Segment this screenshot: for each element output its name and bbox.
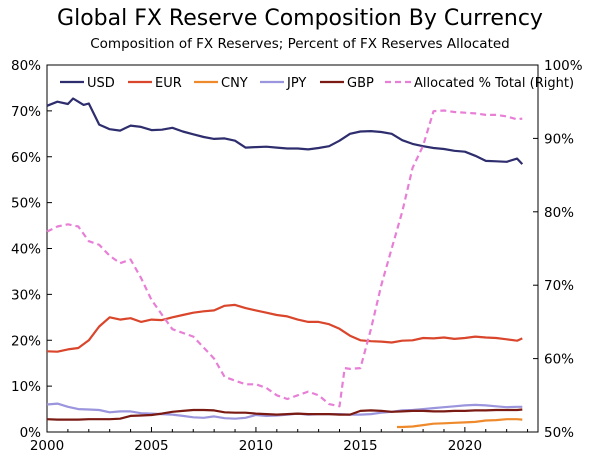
y-right-tick-label: 60%	[544, 352, 574, 368]
y-left-tick-label: 80%	[11, 58, 41, 74]
series-layer	[46, 97, 524, 429]
legend-label: USD	[87, 76, 115, 91]
plot-area	[46, 64, 539, 433]
series-line-gbp	[46, 408, 523, 421]
legend-label: JPY	[286, 76, 306, 91]
series-line-cny	[397, 418, 523, 429]
axes-layer: 2000 2005 2010 2015 2020 0% 10% 20% 30% 40% 50% 60%…	[11, 58, 583, 454]
legend: USD EUR CNY JPY GBP Allocated % Total (Right)	[60, 76, 574, 91]
y-left-tick-label: 30%	[11, 287, 41, 303]
y-left-tick-label: 10%	[11, 379, 41, 395]
x-tick-label: 2000	[30, 438, 64, 454]
x-tick-label: 2015	[343, 438, 377, 454]
y-left-tick-label: 60%	[11, 150, 41, 166]
y-right-tick-label: 100%	[544, 58, 583, 74]
legend-label: EUR	[155, 76, 182, 91]
y-left-tick-label: 20%	[11, 333, 41, 349]
x-tick-label: 2020	[448, 438, 482, 454]
y-right-tick-label: 90%	[544, 131, 574, 147]
x-tick-label: 2010	[239, 438, 273, 454]
chart-title: Global FX Reserve Composition By Currenc…	[57, 6, 543, 31]
series-line-usd	[46, 97, 524, 165]
y-right-tick-label: 70%	[544, 278, 574, 294]
series-line-allocated-total-right	[46, 109, 523, 408]
y-left-tick-label: 40%	[11, 242, 41, 258]
y-left-tick-label: 50%	[11, 196, 41, 212]
legend-label: Allocated % Total (Right)	[414, 76, 574, 91]
chart-subtitle: Composition of FX Reserves; Percent of F…	[90, 36, 510, 52]
legend-label: GBP	[347, 76, 374, 91]
y-left-tick-label: 0%	[20, 425, 42, 441]
y-right-tick-label: 50%	[544, 425, 574, 441]
legend-label: CNY	[221, 76, 248, 91]
series-line-eur	[46, 303, 523, 353]
y-right-tick-label: 80%	[544, 205, 574, 221]
x-tick-label: 2005	[134, 438, 168, 454]
plot-frame	[46, 64, 539, 433]
y-left-tick-label: 70%	[11, 104, 41, 120]
